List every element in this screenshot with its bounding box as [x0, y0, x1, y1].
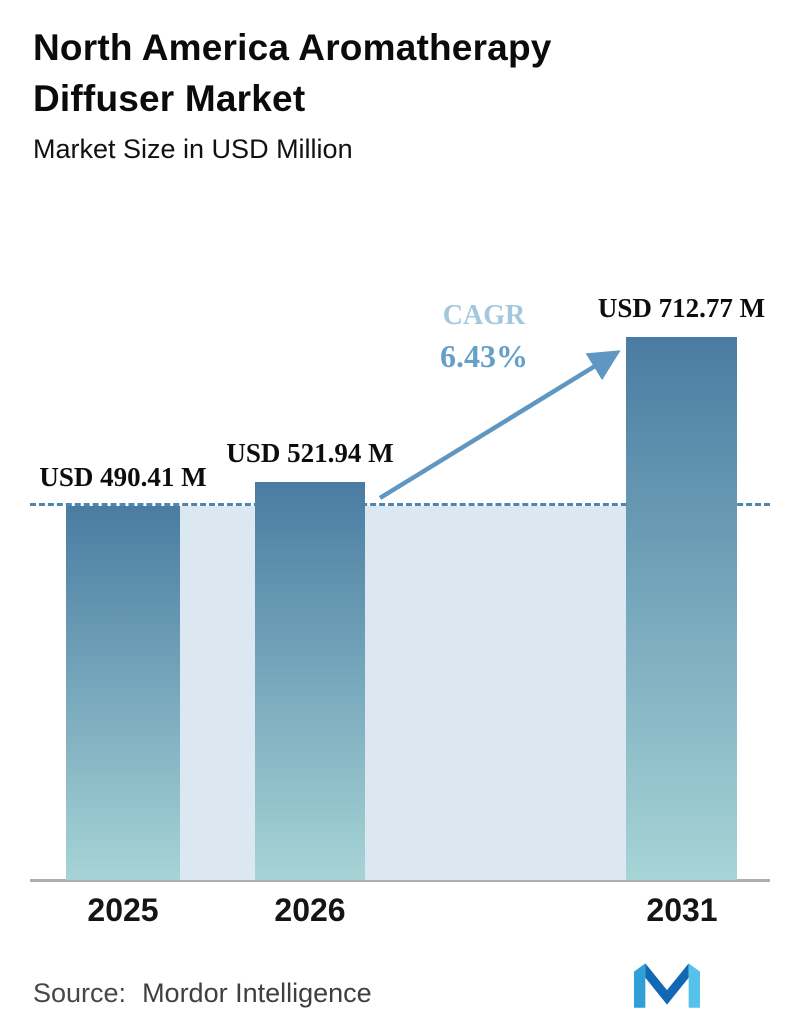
- reference-dashed-line: [30, 503, 770, 507]
- x-tick-2031: 2031: [646, 892, 718, 928]
- cagr-label: CAGR: [442, 300, 526, 331]
- x-axis-line: [30, 879, 770, 882]
- cagr-value: 6.43%: [440, 338, 528, 374]
- x-tick-2026: 2026: [274, 892, 346, 928]
- source-label: Source:: [33, 978, 127, 1008]
- bar-group-2026: USD 521.94 M: [226, 438, 394, 880]
- chart-title: North America Aromatherapy Diffuser Mark…: [33, 27, 552, 120]
- mordor-intelligence-logo: [634, 963, 700, 1008]
- bar-group-2031: USD 712.77 M: [598, 293, 765, 880]
- bar-group-2025: USD 490.41 M: [39, 462, 207, 880]
- bar-2025: [66, 506, 180, 880]
- bar-2031: [626, 336, 737, 880]
- cagr-annotation: CAGR 6.43%: [404, 300, 564, 375]
- value-label-2031: USD 712.77 M: [597, 292, 766, 323]
- value-label-2025: USD 490.41 M: [39, 462, 207, 493]
- growth-arrow-icon: [378, 350, 621, 500]
- source-row: Source: Mordor Intelligence: [33, 978, 372, 1009]
- source-value: Mordor Intelligence: [142, 978, 372, 1008]
- value-label-2026: USD 521.94 M: [226, 438, 394, 468]
- chart-subtitle: Market Size in USD Million: [33, 134, 353, 164]
- bar-2026: [255, 482, 365, 880]
- x-tick-2025: 2025: [87, 892, 159, 928]
